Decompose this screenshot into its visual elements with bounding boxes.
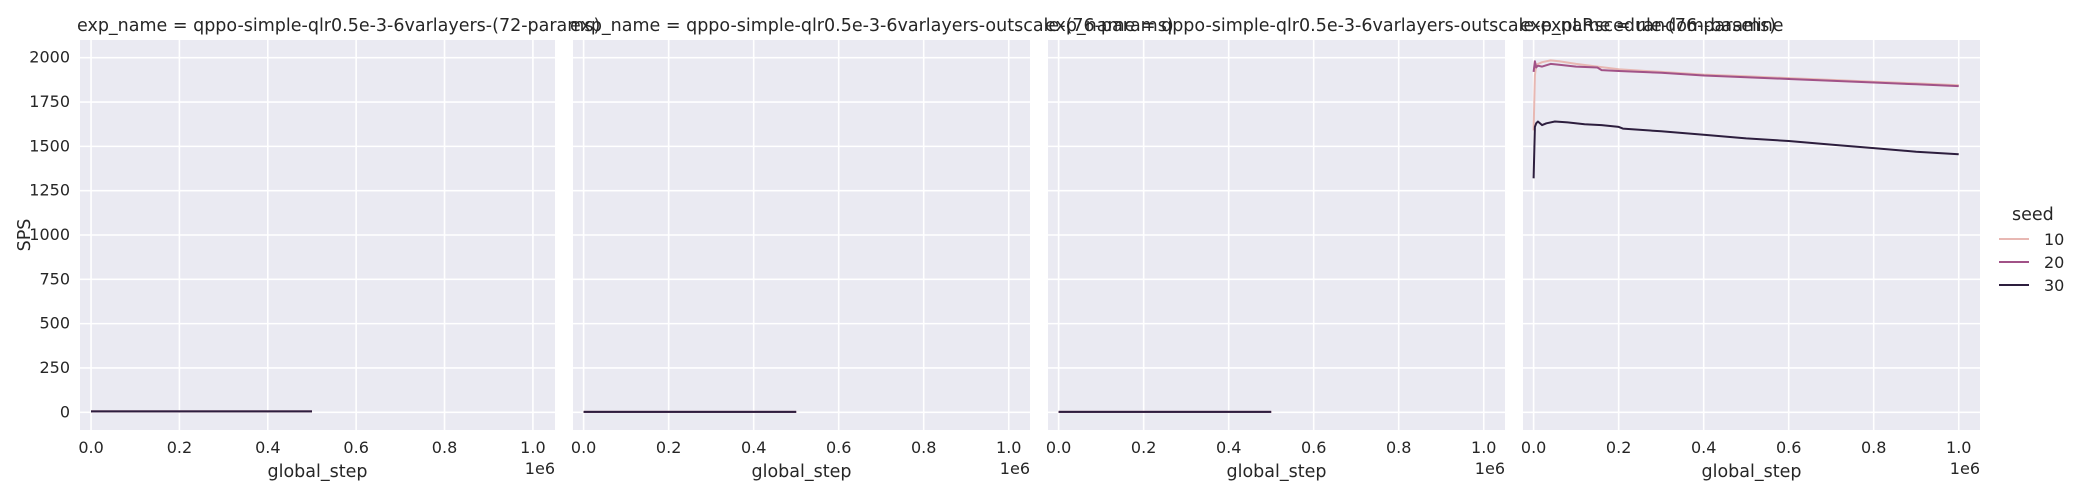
panel-2: 0.0 0.2 0.4 0.6 0.8 1.0 exp_name = qppo-simple… xyxy=(570,16,1174,482)
legend-label: 10 xyxy=(2044,230,2064,249)
panel-title: exp_name = qppo-simple-qlr0.5e-3-6varlay… xyxy=(1045,16,1776,36)
y-tick-label: 1750 xyxy=(29,92,70,111)
panel-4: 0.0 0.2 0.4 0.6 0.8 1.0 exp_name = random-base… xyxy=(1520,16,1980,482)
series-line-seed-30 xyxy=(1532,120,1959,179)
x-tick-label: 0.8 xyxy=(432,438,457,457)
x-tick-label: 0.4 xyxy=(1691,438,1716,457)
x-tick-label: 0.0 xyxy=(78,438,103,457)
x-tick-label: 0.2 xyxy=(656,438,681,457)
x-tick-label: 0.0 xyxy=(1521,438,1546,457)
x-tick-label: 0.2 xyxy=(167,438,192,457)
x-tick-label: 0.4 xyxy=(741,438,766,457)
x-tick-label: 0.6 xyxy=(826,438,851,457)
y-tick-label: 2000 xyxy=(29,48,70,67)
legend-title: seed xyxy=(2012,205,2054,225)
y-tick-label: 1250 xyxy=(29,181,70,200)
x-axis-label: global_step xyxy=(752,462,852,482)
x-tick-label: 0.0 xyxy=(1046,438,1071,457)
x-tick-label: 1.0 xyxy=(996,438,1021,457)
series-line-seed-20 xyxy=(1532,60,1959,88)
x-tick-label: 1.0 xyxy=(1946,438,1971,457)
x-tick-label: 0.4 xyxy=(255,438,280,457)
x-tick-label: 0.8 xyxy=(1386,438,1411,457)
x-tick-label: 0.2 xyxy=(1606,438,1631,457)
panel-title: exp_name = qppo-simple-qlr0.5e-3-6varlay… xyxy=(77,16,600,36)
x-tick-label: 0.8 xyxy=(1861,438,1886,457)
y-tick-label: 500 xyxy=(39,314,70,333)
x-tick-label: 1.0 xyxy=(520,438,545,457)
panel-1: 0 250 500 750 1000 1250 1500 1750 2000 0.0 0.2 0.4 0… xyxy=(15,16,600,482)
x-offset-label: 1e6 xyxy=(525,459,555,478)
x-offset-label: 1e6 xyxy=(1475,459,1505,478)
y-tick-label: 250 xyxy=(39,358,70,377)
y-tick-label: 0 xyxy=(60,402,70,421)
x-tick-label: 0.6 xyxy=(343,438,368,457)
x-axis-label: global_step xyxy=(1702,462,1802,482)
y-tick-label: 750 xyxy=(39,269,70,288)
x-tick-label: 1.0 xyxy=(1471,438,1496,457)
y-tick-label: 1500 xyxy=(29,136,70,155)
legend-label: 30 xyxy=(2044,276,2064,295)
panel-title: exp_name = random-baseline xyxy=(1520,16,1784,36)
x-tick-label: 0.2 xyxy=(1131,438,1156,457)
x-axis-label: global_step xyxy=(268,462,368,482)
x-tick-label: 0.4 xyxy=(1216,438,1241,457)
x-offset-label: 1e6 xyxy=(1950,459,1980,478)
x-tick-label: 0.0 xyxy=(571,438,596,457)
x-tick-label: 0.6 xyxy=(1776,438,1801,457)
x-offset-label: 1e6 xyxy=(1000,459,1030,478)
y-tick-label: 1000 xyxy=(29,225,70,244)
x-tick-label: 0.6 xyxy=(1301,438,1326,457)
x-axis-label: global_step xyxy=(1227,462,1327,482)
panel-3: 0.0 0.2 0.4 0.6 0.8 1.0 exp_name = qppo-simple… xyxy=(1045,16,1776,482)
legend: seed 10 20 30 xyxy=(1999,205,2064,295)
legend-label: 20 xyxy=(2044,253,2064,272)
panel-title: exp_name = qppo-simple-qlr0.5e-3-6varlay… xyxy=(570,16,1174,36)
y-axis-label: SPS xyxy=(15,219,35,252)
x-tick-label: 0.8 xyxy=(911,438,936,457)
